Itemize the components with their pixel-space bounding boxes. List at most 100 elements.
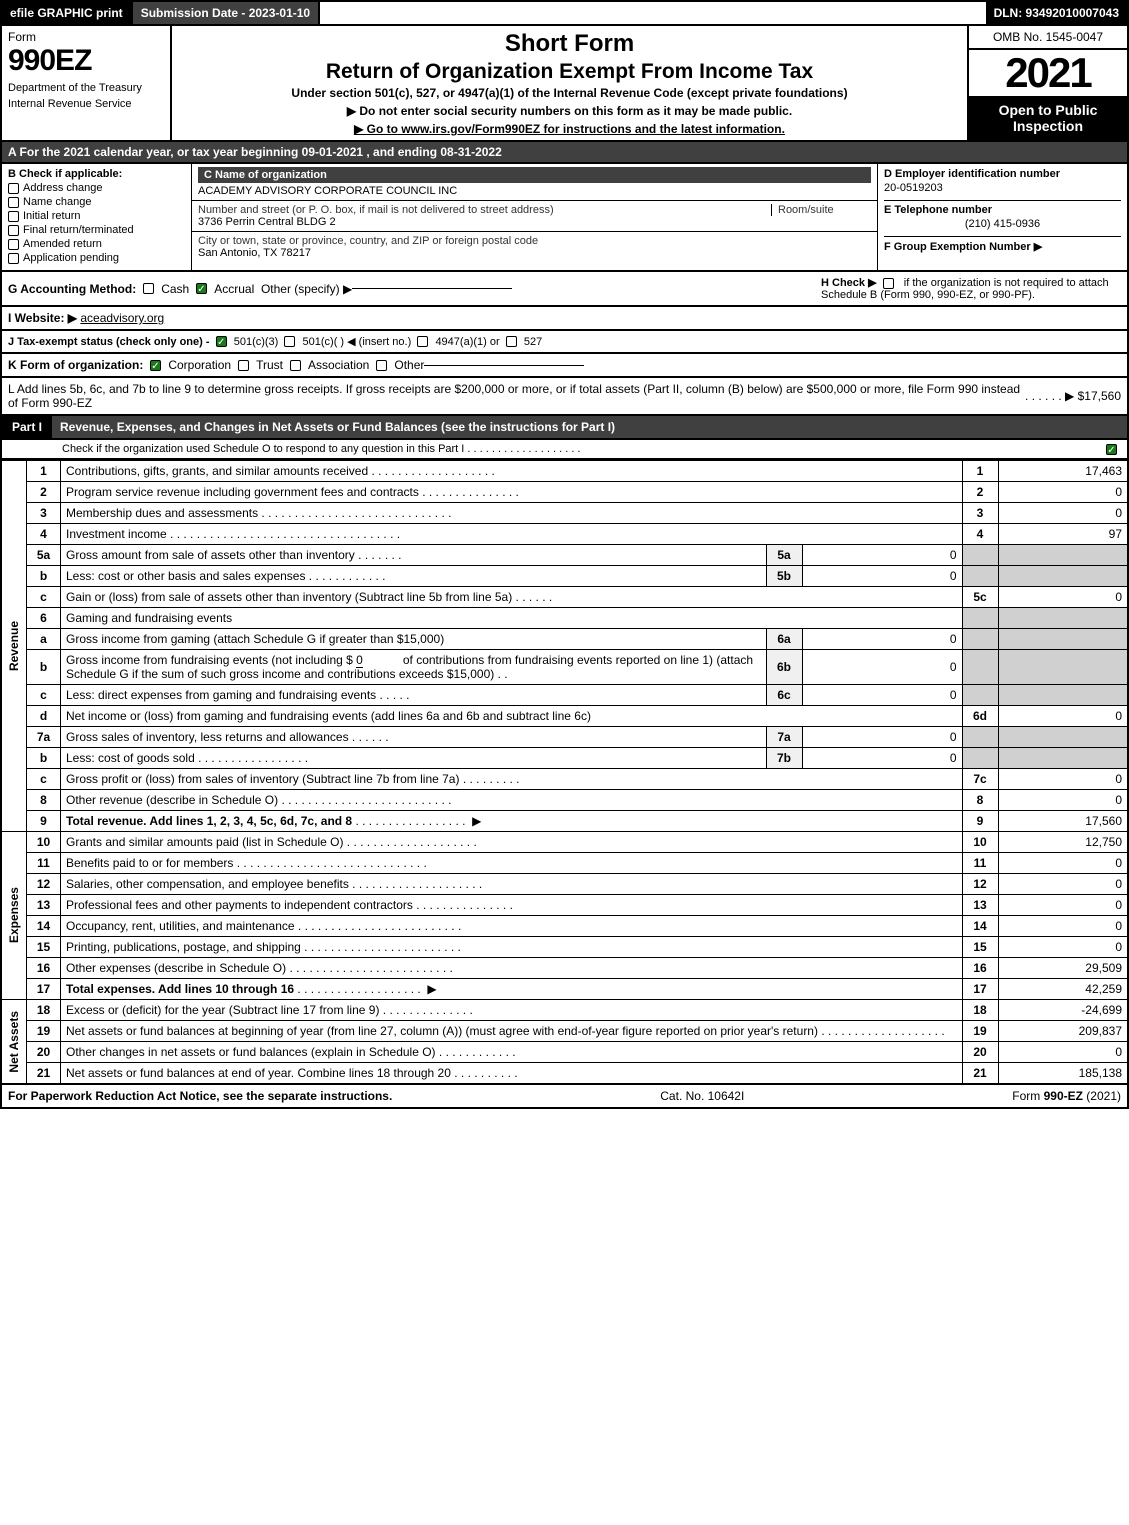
expenses-side-label: Expenses [7,887,21,943]
tax-exempt-row: J Tax-exempt status (check only one) - ✓… [0,331,1129,354]
section-d-ein: D Employer identification number 20-0519… [877,164,1127,270]
dln-number: DLN: 93492010007043 [986,2,1127,24]
submission-date: Submission Date - 2023-01-10 [133,2,320,24]
form-number: 990EZ [8,44,164,78]
line-7a: 7a Gross sales of inventory, less return… [1,727,1128,748]
amt-16: 29,509 [998,958,1128,979]
k-label: K Form of organization: [8,358,143,372]
chk-corporation[interactable]: ✓ [150,360,161,371]
amt-10: 12,750 [998,832,1128,853]
chk-name-change[interactable]: Name change [8,196,185,208]
footer-catno: Cat. No. 10642I [660,1089,744,1103]
do-not-enter: ▶ Do not enter social security numbers o… [180,104,959,118]
line-17: 17 Total expenses. Add lines 10 through … [1,979,1128,1000]
amt-20: 0 [998,1042,1128,1063]
top-bar: efile GRAPHIC print Submission Date - 20… [0,0,1129,26]
form-right-block: OMB No. 1545-0047 2021 Open to Public In… [967,26,1127,140]
amt-7c: 0 [998,769,1128,790]
form-of-org-row: K Form of organization: ✓ Corporation Tr… [0,354,1129,378]
page-footer: For Paperwork Reduction Act Notice, see … [0,1085,1129,1109]
line-6: 6 Gaming and fundraising events [1,608,1128,629]
l-arrow: ▶ $ [1065,389,1084,403]
amt-5a: 0 [802,545,962,566]
chk-501c[interactable] [284,336,295,347]
amt-7a: 0 [802,727,962,748]
line-16: 16 Other expenses (describe in Schedule … [1,958,1128,979]
chk-other-org[interactable] [376,360,387,371]
c-city-head: City or town, state or province, country… [198,235,871,247]
amt-8: 0 [998,790,1128,811]
amt-7b: 0 [802,748,962,769]
footer-left: For Paperwork Reduction Act Notice, see … [8,1089,392,1103]
omb-number: OMB No. 1545-0047 [969,26,1127,50]
line-12: 12 Salaries, other compensation, and emp… [1,874,1128,895]
website-value[interactable]: aceadvisory.org [80,311,164,325]
line-9: 9 Total revenue. Add lines 1, 2, 3, 4, 5… [1,811,1128,832]
website-row: I Website: ▶ aceadvisory.org [0,307,1129,331]
line-2: 2 Program service revenue including gove… [1,482,1128,503]
chk-trust[interactable] [238,360,249,371]
under-section: Under section 501(c), 527, or 4947(a)(1)… [180,86,959,100]
amt-6c: 0 [802,685,962,706]
footer-form: Form 990-EZ (2021) [1012,1089,1121,1103]
line-8: 8 Other revenue (describe in Schedule O)… [1,790,1128,811]
line-10: Expenses 10 Grants and similar amounts p… [1,832,1128,853]
chk-cash[interactable] [143,283,154,294]
line-19: 19 Net assets or fund balances at beginn… [1,1021,1128,1042]
amt-14: 0 [998,916,1128,937]
c-street-head: Number and street (or P. O. box, if mail… [198,204,771,216]
chk-application-pending[interactable]: Application pending [8,252,185,264]
netassets-side-label: Net Assets [7,1011,21,1073]
section-c-org: C Name of organization ACADEMY ADVISORY … [192,164,877,270]
chk-amended-return[interactable]: Amended return [8,238,185,250]
c-room-head: Room/suite [771,204,871,216]
amt-13: 0 [998,895,1128,916]
form-title-block: Short Form Return of Organization Exempt… [172,26,967,140]
goto-link[interactable]: ▶ Go to www.irs.gov/Form990EZ for instru… [180,122,959,136]
line-4: 4 Investment income . . . . . . . . . . … [1,524,1128,545]
line-20: 20 Other changes in net assets or fund b… [1,1042,1128,1063]
chk-527[interactable] [506,336,517,347]
chk-schedule-b[interactable] [883,278,894,289]
line-5c: c Gain or (loss) from sale of assets oth… [1,587,1128,608]
chk-association[interactable] [290,360,301,371]
amt-19: 209,837 [998,1021,1128,1042]
short-form-title: Short Form [180,30,959,58]
chk-address-change[interactable]: Address change [8,182,185,194]
amt-5b: 0 [802,566,962,587]
chk-accrual[interactable]: ✓ [196,283,207,294]
l-amount: 17,560 [1084,389,1121,403]
line-13: 13 Professional fees and other payments … [1,895,1128,916]
section-a-tax-year: A For the 2021 calendar year, or tax yea… [0,142,1129,164]
chk-501c3[interactable]: ✓ [216,336,227,347]
d-title: D Employer identification number [884,168,1121,180]
efile-print[interactable]: efile GRAPHIC print [2,2,133,24]
chk-schedule-o[interactable]: ✓ [1106,444,1117,455]
tax-year: 2021 [969,50,1127,96]
g-other: Other (specify) ▶ [261,282,352,296]
line-3: 3 Membership dues and assessments . . . … [1,503,1128,524]
phone-value: (210) 415-0936 [884,216,1121,236]
part-i-sub: Check if the organization used Schedule … [0,440,1129,460]
chk-final-return[interactable]: Final return/terminated [8,224,185,236]
line-7c: c Gross profit or (loss) from sales of i… [1,769,1128,790]
revenue-side-label: Revenue [7,621,21,671]
line-6b: b Gross income from fundraising events (… [1,650,1128,685]
amt-6b: 0 [802,650,962,685]
ein-value: 20-0519203 [884,180,1121,200]
line-7b: b Less: cost of goods sold . . . . . . .… [1,748,1128,769]
org-street: 3736 Perrin Central BLDG 2 [198,216,871,228]
chk-4947[interactable] [417,336,428,347]
return-title: Return of Organization Exempt From Incom… [180,60,959,84]
f-group-title: F Group Exemption Number ▶ [884,236,1121,253]
b-title: B Check if applicable: [8,168,122,180]
j-label: J Tax-exempt status (check only one) - [8,336,210,348]
org-city: San Antonio, TX 78217 [198,247,871,259]
line-11: 11 Benefits paid to or for members . . .… [1,853,1128,874]
chk-initial-return[interactable]: Initial return [8,210,185,222]
part-i-header: Part I Revenue, Expenses, and Changes in… [0,416,1129,440]
h-label: H Check ▶ [821,277,877,289]
line-18: Net Assets 18 Excess or (deficit) for th… [1,1000,1128,1021]
amt-3: 0 [998,503,1128,524]
l-text: L Add lines 5b, 6c, and 7b to line 9 to … [8,382,1022,410]
